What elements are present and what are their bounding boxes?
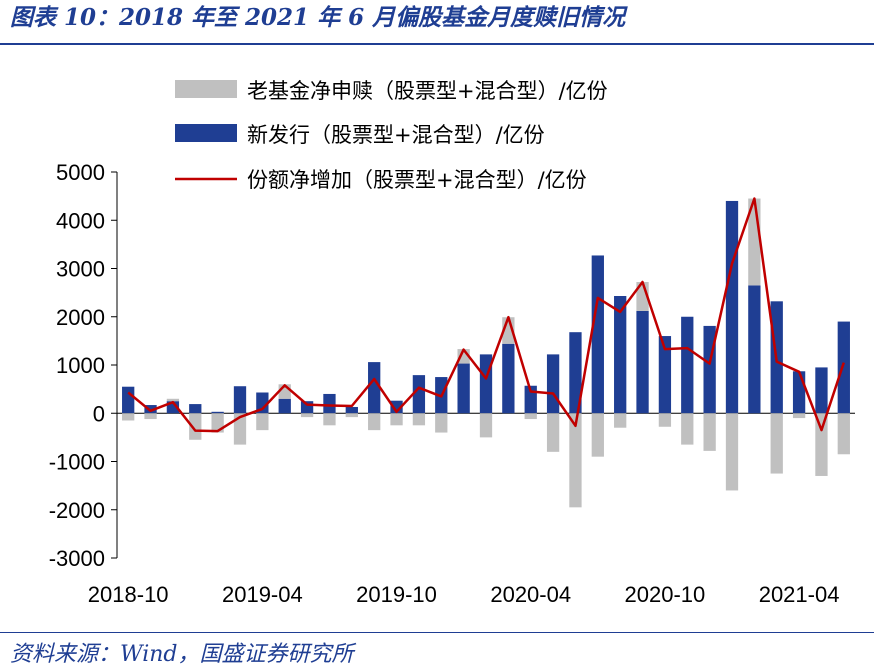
chart: 老基金净申赎（股票型+混合型）/亿份新发行（股票型+混合型）/亿份份额净增加（股…: [49, 79, 855, 607]
x-tick-label: 2019-04: [222, 582, 303, 607]
new-issue-bar: [658, 336, 672, 414]
old-fund-bar: [144, 413, 157, 420]
new-issue-bar: [815, 367, 828, 414]
old-fund-bar: [412, 413, 426, 426]
old-fund-bar: [435, 413, 448, 433]
old-fund-bar: [368, 413, 381, 431]
y-tick-label: 4000: [56, 208, 105, 233]
old-fund-bar: [233, 413, 247, 445]
new-issue-bar: [345, 406, 358, 414]
old-fund-bar: [658, 413, 672, 427]
new-issue-bar: [256, 392, 269, 414]
x-tick-label: 2020-10: [625, 582, 706, 607]
new-issue-bar: [546, 354, 560, 414]
new-issue-bar: [502, 343, 515, 414]
axes: 5000 4000 3000 2000 1000 0 -1000 -2000 -3000 2018…: [49, 160, 855, 607]
y-tick-label: -2000: [49, 498, 105, 523]
y-tick-label: 2000: [56, 305, 105, 330]
new-issue-bar: [748, 285, 761, 414]
new-issue-bar: [591, 255, 604, 414]
old-fund-bar: [703, 413, 716, 451]
new-issue-bar: [837, 321, 850, 414]
footer-rule: [0, 632, 874, 633]
y-tick-label: 1000: [56, 353, 105, 378]
new-issue-bar: [211, 411, 224, 414]
legend-label-net: 份额净增加（股票型+混合型）/亿份: [247, 168, 587, 192]
new-issue-bar: [457, 363, 470, 414]
old-fund-bar: [166, 398, 180, 402]
x-tick-label: 2018-10: [88, 582, 169, 607]
old-fund-bar: [390, 413, 403, 426]
new-issue-bar: [144, 405, 157, 414]
old-fund-bar: [591, 413, 604, 457]
x-tick-label: 2021-04: [759, 582, 840, 607]
old-fund-bar: [837, 413, 850, 455]
old-fund-bar: [569, 413, 582, 508]
legend-swatch-new: [175, 124, 237, 142]
legend-swatch-old: [175, 80, 237, 98]
legend-label-new: 新发行（股票型+混合型）/亿份: [247, 123, 545, 147]
y-tick-label: -3000: [49, 546, 105, 571]
old-fund-bar: [524, 413, 537, 420]
y-tick-label: -1000: [49, 450, 105, 475]
new-issue-bar: [189, 404, 202, 414]
new-issue-bar: [323, 393, 336, 414]
y-tick-label: 5000: [56, 160, 105, 185]
new-issue-bar: [636, 310, 649, 414]
old-fund-bar: [189, 413, 202, 440]
new-issue-bar: [614, 296, 627, 414]
old-fund-bar: [546, 413, 560, 452]
x-tick-label: 2020-04: [490, 582, 571, 607]
header-rule: [0, 43, 874, 45]
old-fund-bar: [256, 413, 269, 431]
y-tick-label: 3000: [56, 257, 105, 282]
old-fund-bar: [345, 413, 358, 418]
chart-title: 图表 10：2018 年至 2021 年 6 月偏股基金月度赎旧情况: [10, 4, 626, 31]
old-fund-bar: [792, 413, 806, 419]
new-issue-bar: [725, 200, 739, 414]
y-tick-label: 0: [93, 401, 105, 426]
old-fund-bar: [479, 413, 493, 438]
old-fund-bar: [770, 413, 783, 474]
x-tick-label: 2019-10: [356, 582, 437, 607]
new-issue-bar: [681, 316, 694, 414]
legend: 老基金净申赎（股票型+混合型）/亿份新发行（股票型+混合型）/亿份份额净增加（股…: [175, 79, 608, 192]
old-fund-bar: [300, 413, 314, 418]
old-fund-bar: [614, 413, 627, 428]
new-issue-bar: [412, 375, 426, 414]
new-issue-bar: [233, 386, 247, 414]
old-fund-bar: [725, 413, 739, 491]
new-issue-bar: [368, 362, 381, 414]
bars: [122, 198, 850, 508]
net-line: [127, 197, 845, 433]
old-fund-bar: [122, 413, 135, 421]
new-issue-bar: [278, 398, 291, 414]
source-note: 资料来源：Wind，国盛证券研究所: [10, 642, 354, 667]
old-fund-bar: [681, 413, 694, 445]
net-increase-line: [127, 197, 845, 433]
new-issue-bar: [792, 371, 806, 414]
new-issue-bar: [122, 386, 135, 414]
old-fund-bar: [815, 413, 828, 476]
legend-label-old: 老基金净申赎（股票型+混合型）/亿份: [247, 79, 608, 103]
new-issue-bar: [569, 332, 582, 414]
old-fund-bar: [323, 413, 336, 426]
